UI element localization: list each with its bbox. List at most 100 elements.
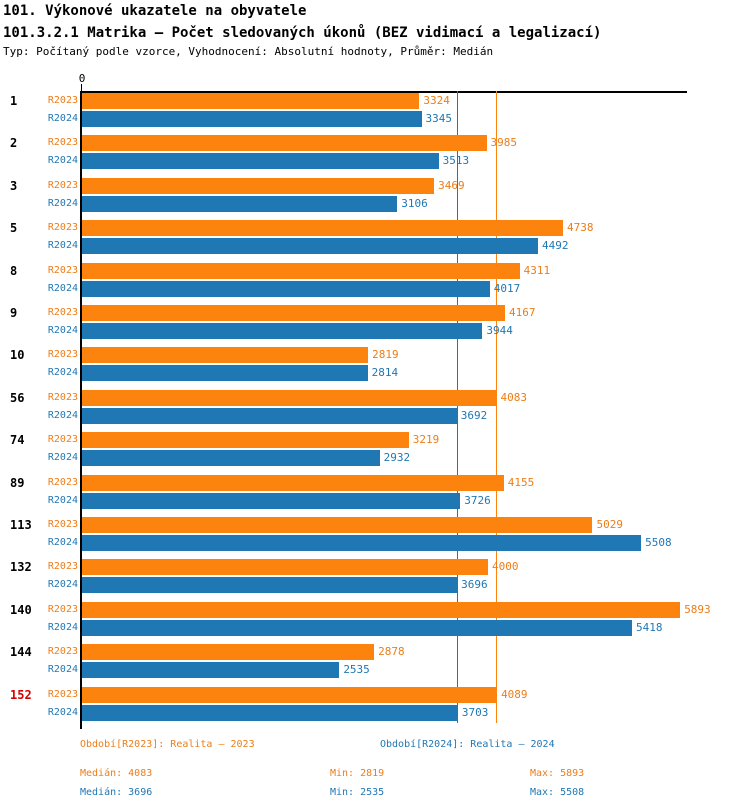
bar-value: 2878 [378, 645, 405, 659]
bar-chart: 0 1 R2023 3324 R2024 3345 2 R2023 3985 R2024 3 5 13… [10, 72, 711, 729]
bar-value: 3219 [412, 433, 440, 447]
bar-r2023[interactable] [82, 559, 489, 576]
bar-value: 2814 [371, 366, 399, 380]
bar-r2023[interactable] [82, 347, 369, 364]
series-label-r2024: R2024 [47, 155, 78, 167]
bar-r2023[interactable] [82, 686, 498, 703]
stat-max-r2023: Max: 5893 [530, 768, 585, 779]
series-label-r2024: R2024 [47, 367, 78, 379]
bar-value: 3692 [460, 408, 488, 422]
category-label: 9 [10, 306, 18, 320]
bar-r2024[interactable] [82, 450, 380, 467]
bar-value: 3345 [425, 112, 453, 125]
stat-max-r2024: Max: 5508 [530, 787, 585, 798]
category-label: 89 [10, 475, 25, 490]
bar-value: 3985 [490, 136, 518, 150]
bar-r2023[interactable] [82, 601, 681, 618]
series-label-r2023: R2023 [47, 307, 78, 318]
bar-r2024[interactable] [82, 407, 457, 424]
category-label: 140 [10, 602, 32, 617]
legend-item-r2024: Období[R2024]: Realita – 2024 [380, 739, 555, 750]
bar-value: 4017 [493, 281, 521, 295]
bar-value: 3696 [461, 578, 488, 592]
bar-r2023[interactable] [82, 389, 497, 406]
bar-value: 3944 [486, 324, 513, 337]
bar-r2024[interactable] [82, 153, 439, 170]
bar-value: 3469 [438, 178, 465, 192]
page-title: 101. Výkonové ukazatele na obyvatele [3, 3, 307, 19]
series-label-r2023: R2023 [47, 391, 78, 403]
bar-r2023[interactable] [82, 93, 420, 109]
bar-r2024[interactable] [82, 195, 398, 212]
bar-r2024[interactable] [82, 238, 538, 255]
series-label-r2023: R2023 [47, 137, 78, 149]
series-label-r2024: R2024 [47, 537, 78, 548]
bar-r2023[interactable] [82, 474, 504, 491]
bar-value: 4167 [508, 306, 536, 319]
bar-value: 4089 [501, 687, 528, 701]
bar-value: 3324 [423, 94, 450, 107]
bar-r2023[interactable] [82, 177, 435, 194]
x-axis-tick [81, 84, 82, 91]
bar-r2024[interactable] [82, 619, 632, 636]
series-label-r2024: R2024 [47, 494, 78, 506]
bar-value: 5893 [684, 602, 711, 616]
bar-r2024[interactable] [82, 577, 458, 594]
bar-r2023[interactable] [82, 262, 520, 279]
series-label-r2024: R2024 [47, 706, 78, 718]
bar-r2024[interactable] [82, 492, 461, 509]
stat-min-r2023: Min: 2819 [330, 768, 385, 779]
category-label: 5 [10, 221, 18, 236]
series-label-r2023: R2023 [47, 222, 78, 234]
category-label: 132 [10, 560, 32, 575]
bar-value: 5029 [596, 518, 623, 531]
series-label-r2024: R2024 [47, 579, 78, 591]
category-label: 8 [10, 263, 18, 278]
series-label-r2024: R2024 [47, 452, 78, 464]
bar-value: 4155 [507, 475, 535, 489]
stat-min-r2024: Min: 2535 [330, 787, 385, 798]
median-line-r2024 [457, 91, 459, 723]
bar-r2023[interactable] [82, 517, 593, 533]
bar-r2024[interactable] [82, 535, 642, 551]
series-label-r2023: R2023 [47, 476, 78, 488]
bar-r2023[interactable] [82, 220, 563, 237]
bar-r2024[interactable] [82, 280, 490, 297]
bar-r2024[interactable] [82, 704, 458, 721]
stat-median-r2023: Medián: 4083 [80, 768, 153, 779]
series-label-r2024: R2024 [47, 664, 78, 676]
chart-meta: Typ: Počítaný podle vzorce, Vyhodnocení:… [3, 45, 494, 58]
category-label: 74 [10, 433, 25, 448]
bar-value: 2932 [383, 451, 411, 465]
series-label-r2024: R2024 [47, 240, 78, 252]
bar-r2024[interactable] [82, 323, 483, 339]
bar-r2023[interactable] [82, 432, 409, 449]
bar-r2024[interactable] [82, 365, 368, 382]
category-label: 2 [10, 136, 18, 151]
series-label-r2023: R2023 [47, 264, 78, 276]
x-axis-origin-label: 0 [78, 72, 86, 85]
category-label: 113 [10, 518, 32, 532]
bar-r2023[interactable] [82, 305, 505, 321]
series-label-r2023: R2023 [47, 349, 78, 361]
bar-value: 2819 [372, 348, 399, 362]
bar-r2024[interactable] [82, 662, 340, 679]
bar-r2023[interactable] [82, 644, 375, 661]
series-label-r2024: R2024 [47, 409, 78, 421]
category-label: 1 [10, 94, 18, 108]
category-label: 10 [10, 348, 25, 363]
category-label: 3 [10, 178, 18, 193]
page-subtitle: 101.3.2.1 Matrika – Počet sledovaných úk… [3, 25, 602, 41]
bar-value: 5508 [645, 536, 672, 549]
stat-median-r2024: Medián: 3696 [80, 787, 153, 798]
bar-value: 5418 [635, 620, 663, 634]
category-label: 144 [10, 645, 32, 660]
bar-value: 3106 [401, 196, 428, 210]
bar-value: 4492 [541, 239, 569, 253]
bar-value: 3726 [464, 493, 491, 507]
bar-value: 4738 [566, 221, 594, 235]
bar-value: 3703 [461, 705, 489, 719]
bar-r2023[interactable] [82, 135, 487, 152]
bar-r2024[interactable] [82, 111, 422, 127]
series-label-r2024: R2024 [47, 325, 78, 336]
